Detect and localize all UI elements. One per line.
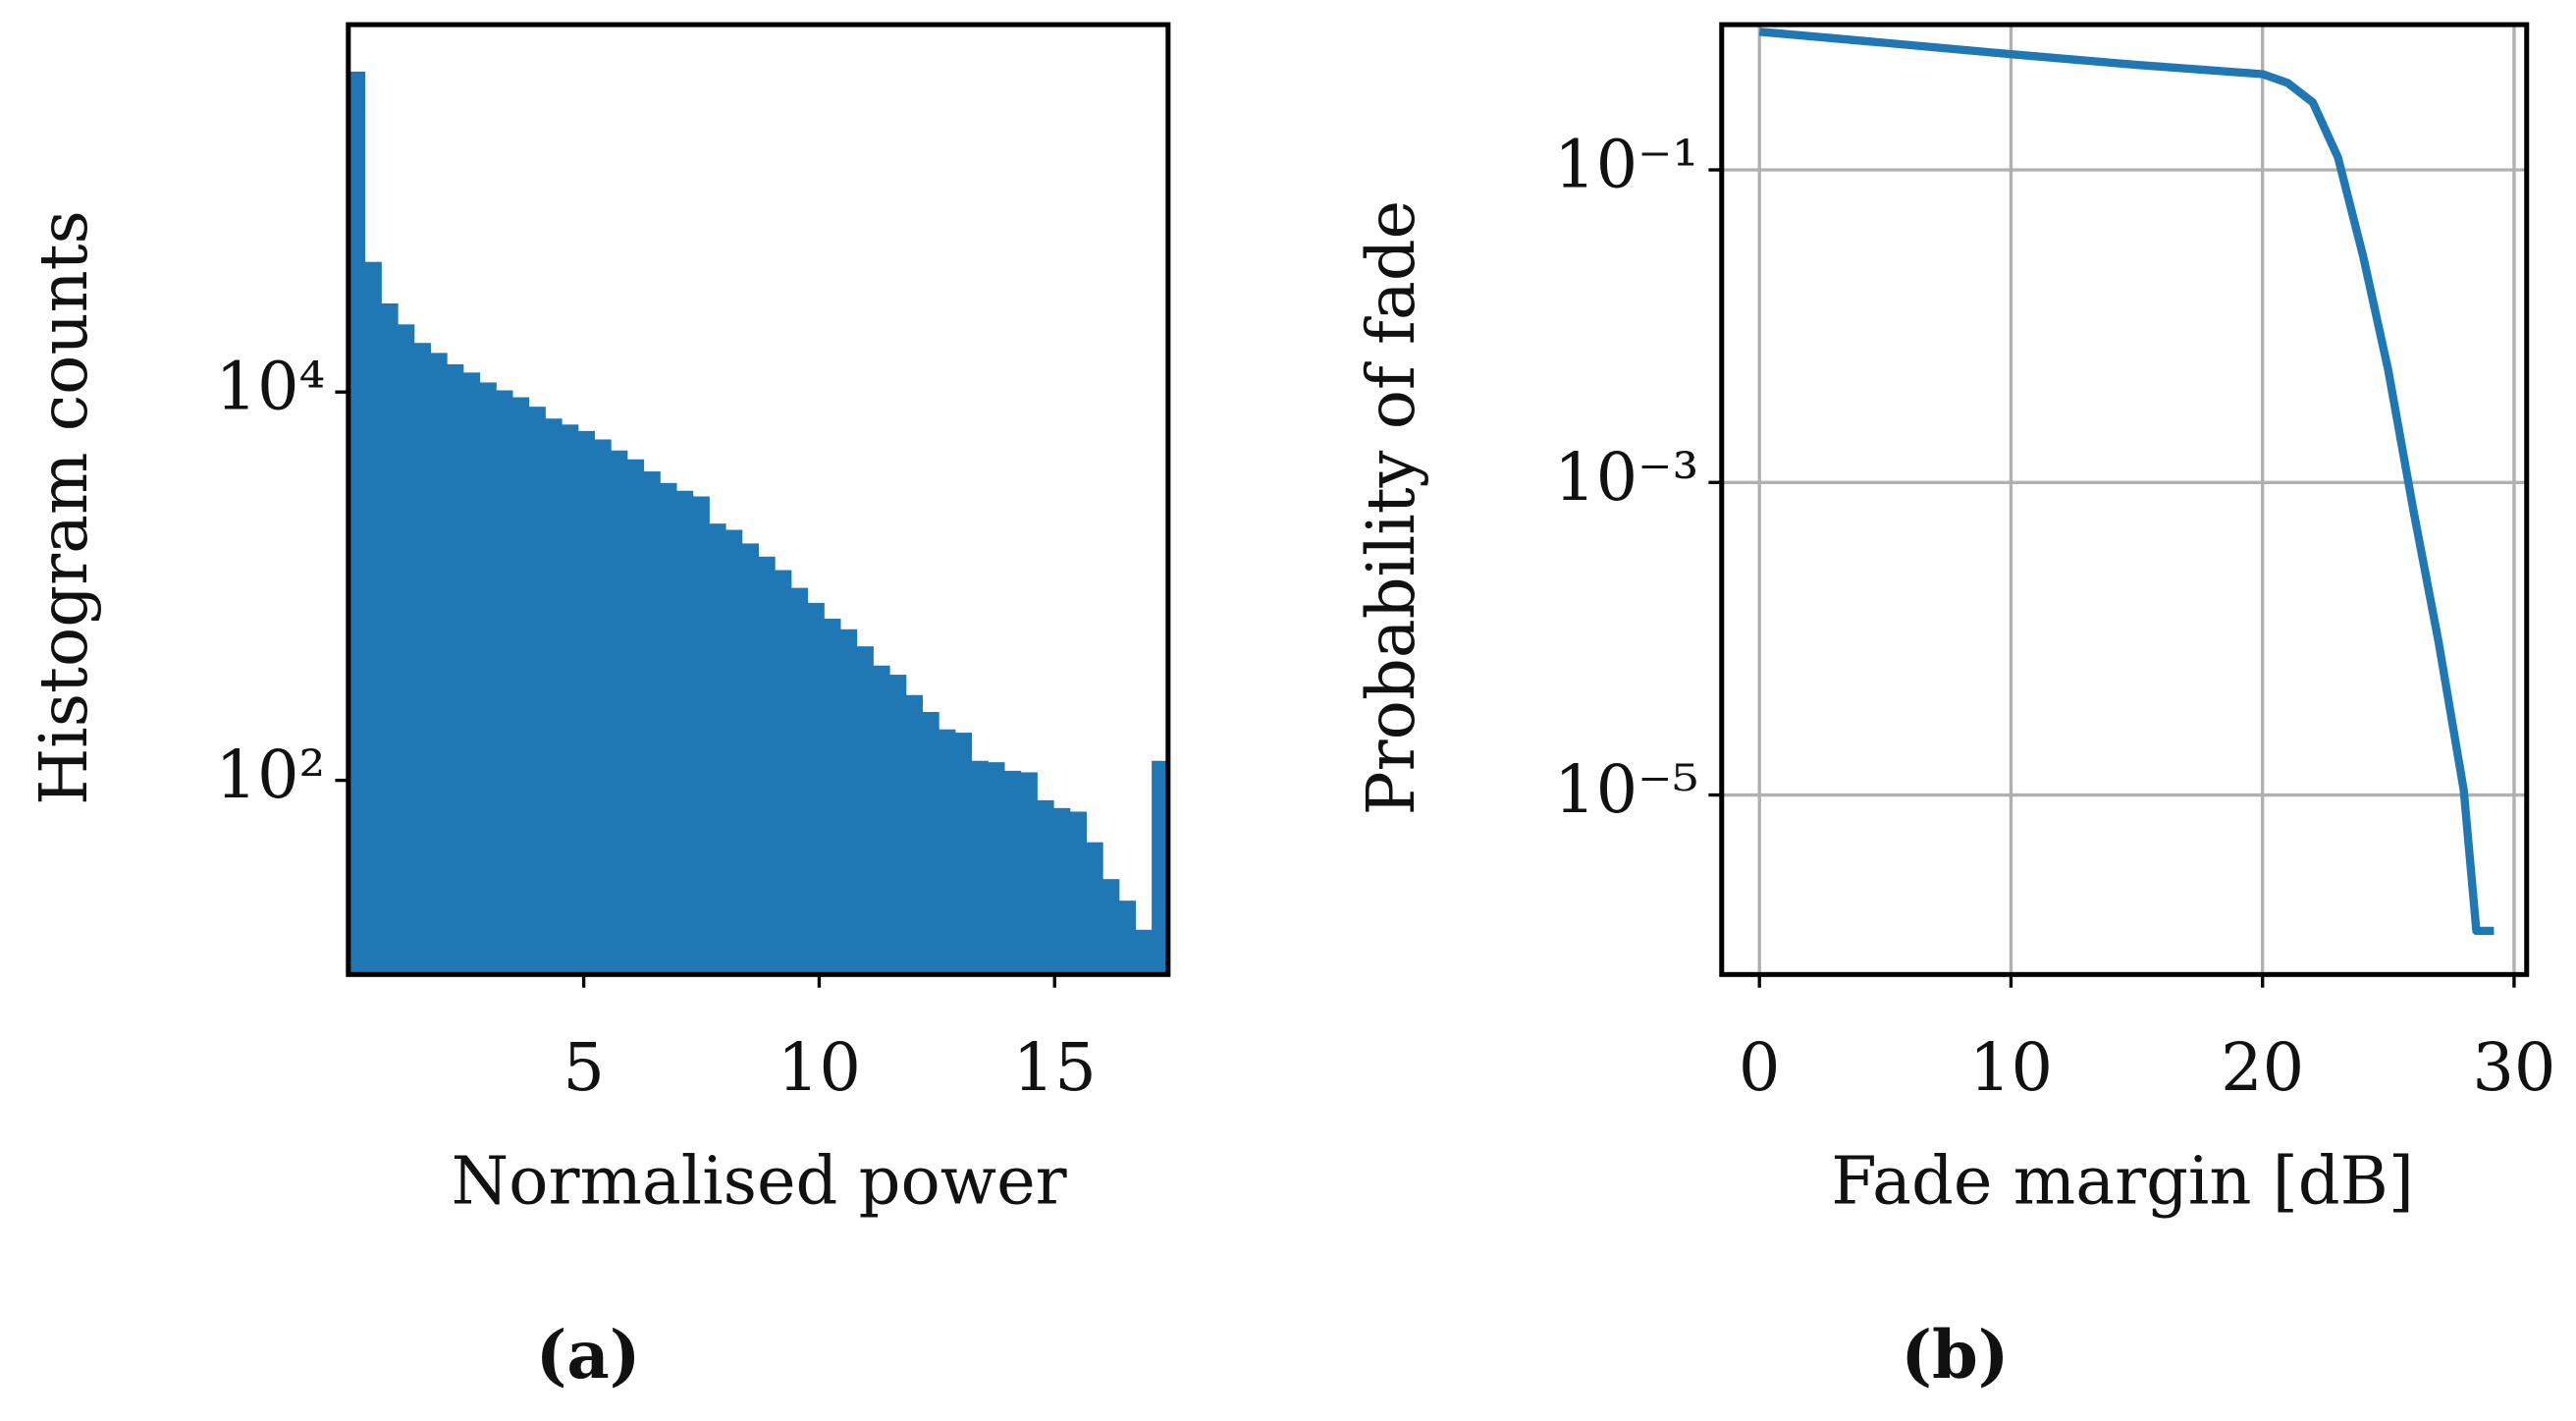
axes-frame [346,22,1171,977]
x-tick-label: 10 [778,1029,861,1106]
x-axis-label: Normalised power [452,1143,1067,1220]
bar [1086,842,1103,975]
bar [626,459,645,975]
bar [988,762,1005,975]
bar [1003,770,1022,975]
bar [971,760,989,975]
bar [807,602,825,975]
bar [1118,901,1137,975]
y-tick-label: 10⁻³ [1554,439,1698,516]
bar [397,324,415,975]
bar [660,482,677,975]
bar [545,418,563,975]
bar [824,619,841,975]
bar [577,430,595,975]
bar [1102,879,1120,975]
bar [888,675,907,975]
bar [594,439,612,975]
x-tick-label: 0 [1739,1029,1781,1106]
x-tick-label: 20 [2221,1029,2304,1106]
bar [528,407,546,975]
x-axis-label: Fade margin [dB] [1831,1143,2414,1220]
bar [447,363,464,975]
bar [511,397,530,975]
x-tick-label: 5 [563,1029,605,1106]
bar [1037,799,1054,975]
y-axis-label: Histogram counts [26,210,102,805]
x-tick-label: 15 [1013,1029,1097,1106]
line [1758,27,2495,936]
bar [364,261,382,975]
bar [1152,760,1168,975]
y-axis-label: Probability of fade [1353,200,1429,816]
bar [1135,929,1153,975]
bar [856,646,874,975]
subfigure-caption: (a) [536,1316,641,1394]
y-tick-label: 10⁻¹ [1554,127,1698,203]
bar [413,343,431,975]
bar [462,372,481,975]
x-tick-label: 30 [2472,1029,2555,1106]
bar [1020,772,1038,975]
bar [1069,811,1088,975]
x-tick-label: 10 [1969,1029,2053,1106]
subfigure-caption: (b) [1901,1316,2009,1394]
bar [496,390,513,975]
bar [839,629,858,975]
bar [939,729,956,975]
bar [709,523,726,975]
bar [724,529,743,975]
bar [643,471,661,975]
bar [905,694,924,975]
bar [561,424,579,975]
bar [479,382,497,975]
bar [1052,807,1071,975]
bar [348,71,366,975]
bar [758,556,776,975]
bar [954,733,973,975]
bar [692,496,710,975]
bar [873,665,890,975]
y-tick-label: 10⁻⁵ [1554,751,1698,828]
bar [741,543,759,975]
bar [675,490,694,975]
bar [922,711,939,975]
axes-frame [1719,22,2530,977]
bar [611,450,628,975]
bar [381,302,399,975]
y-tick-label: 10⁴ [215,349,325,425]
bar [790,587,809,975]
bar [430,353,448,975]
bar [775,570,792,975]
y-tick-label: 10² [215,737,325,813]
